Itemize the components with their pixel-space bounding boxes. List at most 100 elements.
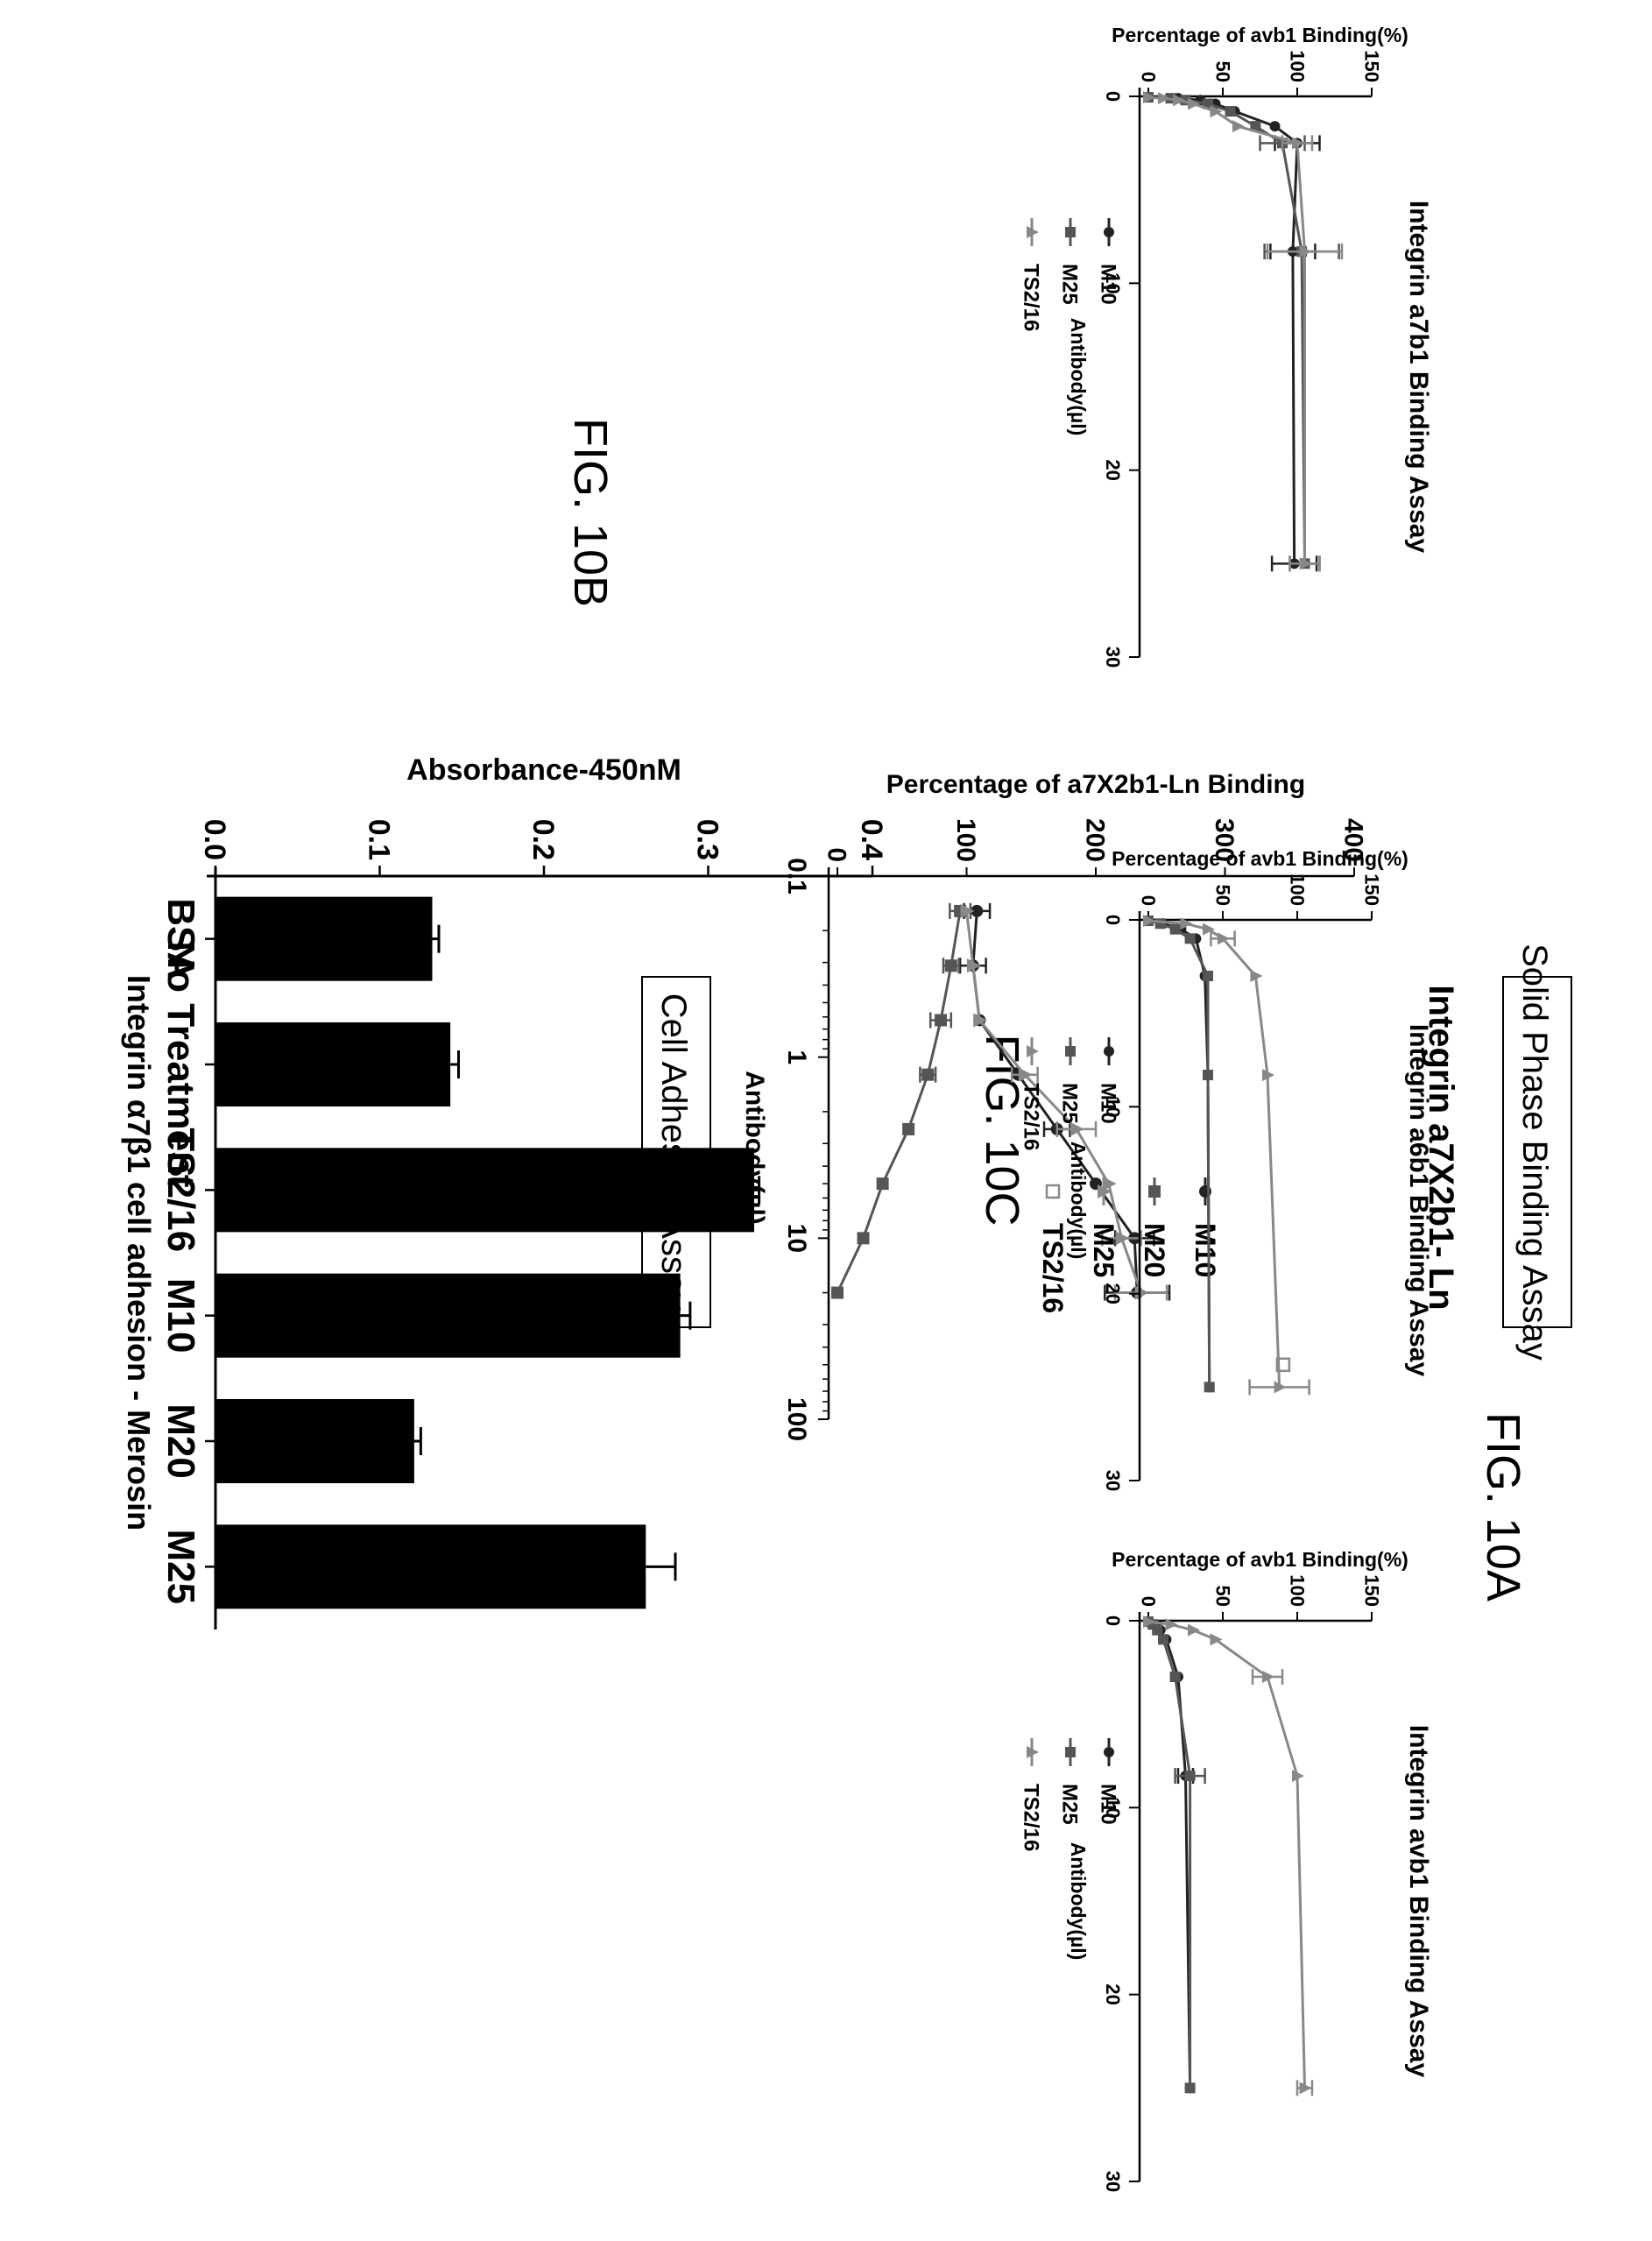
y-tick-label: 0.0 xyxy=(198,819,231,860)
legend-label: TS2/16 xyxy=(1037,1223,1069,1313)
bar xyxy=(215,1524,646,1609)
data-point xyxy=(1152,1624,1163,1636)
chart-title: Integrin a7b1 Binding Assay xyxy=(1404,201,1433,554)
legend-marker xyxy=(1098,1184,1112,1198)
x-tick-label: BSA xyxy=(159,898,202,979)
legend-marker xyxy=(1065,1046,1076,1057)
data-point xyxy=(1184,1771,1196,1782)
legend-marker xyxy=(1104,1046,1114,1057)
legend: M10 M25 TS2/16 xyxy=(1020,1037,1120,1150)
bar xyxy=(215,1273,681,1358)
x-tick-label: TS2/16 xyxy=(159,1128,202,1252)
legend-label: M10 xyxy=(1190,1223,1221,1277)
chart-10A: Integrin a7X2b1- Ln0 100 200 300 4000.111010… xyxy=(740,770,1460,1441)
y-tick-label: 150 xyxy=(1360,1574,1382,1607)
series-line xyxy=(965,910,1143,1294)
series-TS2/16 xyxy=(1143,1615,1314,2096)
data-point xyxy=(1292,1770,1304,1783)
data-point xyxy=(944,959,957,972)
legend-label: TS2/16 xyxy=(1020,264,1043,331)
series-M25 xyxy=(1143,92,1340,572)
legend-marker xyxy=(1045,1184,1061,1199)
series-M10 xyxy=(1143,1616,1196,2094)
y-axis-label: Percentage of avb1 Binding(%) xyxy=(1112,24,1408,46)
x-tick-label: 30 xyxy=(1102,2171,1124,2192)
solid-phase-box-label: Solid Phase Binding Assay xyxy=(1515,944,1554,1361)
data-point xyxy=(1143,915,1155,928)
legend-label: M25 xyxy=(1058,1083,1082,1124)
data-point xyxy=(921,1068,935,1081)
y-tick-label: 400 xyxy=(1339,818,1368,862)
x-tick-label: 30 xyxy=(1102,1470,1124,1491)
data-point xyxy=(1180,917,1193,930)
series-TS2/16 xyxy=(1143,91,1344,572)
legend-label: M25 xyxy=(1088,1223,1119,1277)
y-tick-label: 50 xyxy=(1211,885,1233,906)
series-line xyxy=(1147,1620,1306,2089)
x-tick-label: 10 xyxy=(1102,272,1124,293)
data-point xyxy=(1292,137,1304,150)
chart-title: Integrin a6b1 Binding Assay xyxy=(1404,1024,1433,1377)
legend-marker xyxy=(1104,227,1114,237)
y-tick-label: 0 xyxy=(822,847,851,862)
data-point xyxy=(1262,1069,1274,1082)
y-tick-label: 0.1 xyxy=(363,819,396,860)
data-point xyxy=(902,1122,915,1135)
data-point xyxy=(1203,971,1213,981)
series-M25 xyxy=(960,903,1168,1301)
y-tick-label: 300 xyxy=(1210,818,1239,862)
y-axis-label: Percentage of avb1 Binding(%) xyxy=(1112,1548,1408,1571)
data-point xyxy=(973,1013,988,1028)
chart-title: Integrin a7X2b1- Ln xyxy=(1422,985,1460,1310)
data-point xyxy=(1154,918,1166,930)
x-tick-label: 10 xyxy=(1102,1797,1124,1818)
series-line xyxy=(1147,95,1306,564)
legend-label: M10 xyxy=(1097,1784,1120,1825)
y-tick-label: 0.2 xyxy=(526,819,560,860)
y-tick-label: 0 xyxy=(1137,895,1159,906)
data-point xyxy=(1204,1382,1215,1393)
data-point xyxy=(1225,106,1236,117)
x-tick-label: 10 xyxy=(1102,1096,1124,1117)
series-M25 xyxy=(1143,1616,1206,2094)
data-point xyxy=(971,904,984,917)
series-TS2/16 xyxy=(1143,915,1310,1396)
chart-10C-1: Integrin a7b1 Binding Assay 0 50 100 150 0 10 2… xyxy=(1020,24,1433,668)
legend-marker xyxy=(1027,1746,1039,1758)
x-tick-label: M25 xyxy=(159,1530,202,1605)
legend: M10 M25 TS2/16 xyxy=(1020,218,1120,331)
data-point xyxy=(857,1232,870,1245)
series-line xyxy=(836,910,962,1294)
y-tick-label: 100 xyxy=(1286,50,1308,82)
data-point xyxy=(1299,245,1312,258)
series-line xyxy=(1147,1620,1192,2089)
legend-label: M10 xyxy=(1097,1083,1120,1124)
data-point xyxy=(1188,1623,1200,1637)
data-point xyxy=(960,903,975,918)
data-point xyxy=(1158,92,1170,105)
y-tick-label: 100 xyxy=(1286,1574,1308,1607)
data-point xyxy=(1143,1615,1155,1629)
data-point xyxy=(1274,1381,1287,1394)
legend-marker xyxy=(1065,1747,1076,1757)
series-line xyxy=(1147,919,1211,1388)
y-tick-label: 100 xyxy=(1286,873,1308,906)
data-point xyxy=(1134,1285,1149,1300)
bar xyxy=(215,1148,754,1233)
data-point xyxy=(1018,1067,1033,1082)
legend-marker xyxy=(1104,1747,1114,1757)
data-point xyxy=(1210,1633,1223,1646)
series-M20 xyxy=(831,902,972,1299)
x-tick-label: M10 xyxy=(159,1278,202,1354)
x-axis-label: Antibody(µl) xyxy=(1067,318,1090,436)
series-line xyxy=(1147,95,1306,564)
data-point xyxy=(831,1286,844,1299)
legend-marker xyxy=(1027,226,1039,238)
y-axis-label: Percentage of avb1 Binding(%) xyxy=(1112,847,1408,870)
data-point xyxy=(1203,1070,1213,1081)
legend-label: TS2/16 xyxy=(1020,1784,1043,1851)
data-point xyxy=(935,1014,947,1027)
fig-10b-label: FIG. 10B xyxy=(564,418,617,607)
data-point xyxy=(1218,932,1230,945)
data-point xyxy=(1250,970,1263,982)
